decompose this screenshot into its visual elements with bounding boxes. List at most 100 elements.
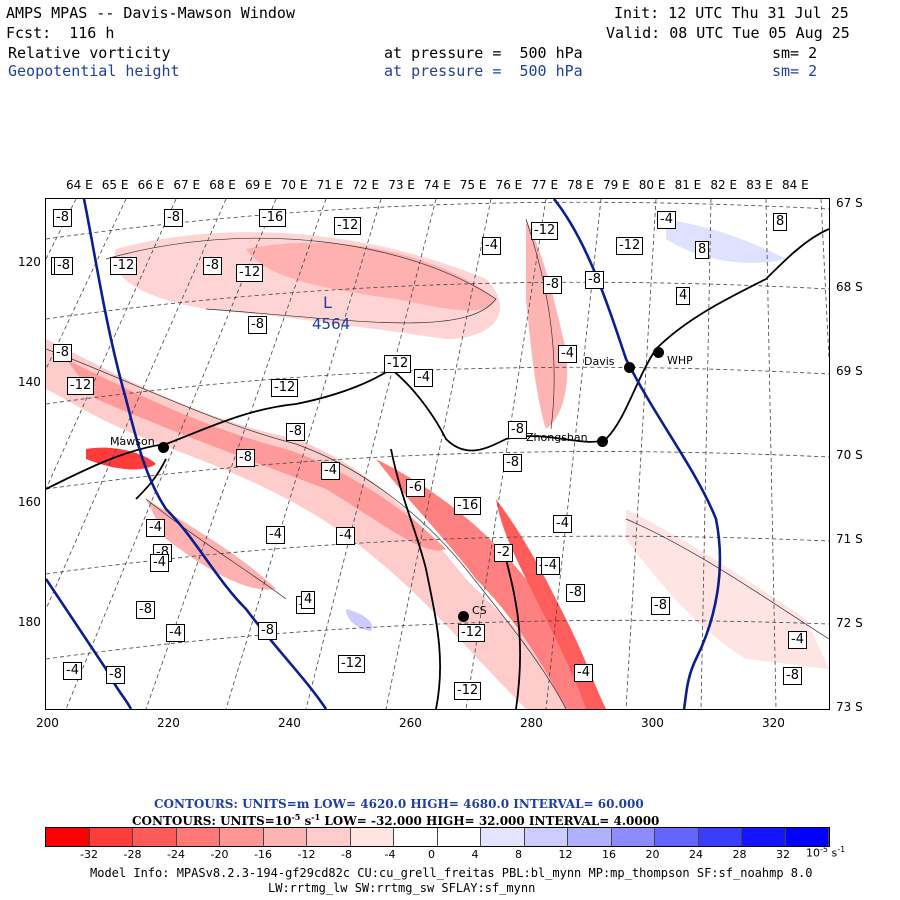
contour-label: -4 — [541, 557, 560, 575]
latitude-label: 72 S — [836, 616, 863, 630]
field1-smooth: sm= 2 — [772, 44, 818, 62]
model-info-line1: Model Info: MPASv8.2.3-194-gf29cd82c CU:… — [90, 866, 813, 880]
colorbar-swatch — [133, 828, 177, 846]
contour-label: -12 — [454, 682, 482, 700]
longitude-label: 71 E — [316, 178, 344, 192]
longitude-label: 81 E — [674, 178, 702, 192]
contour-label: -8 — [543, 276, 562, 294]
x-tick-label: 260 — [399, 716, 422, 730]
contour-label: -4 — [482, 237, 501, 255]
low-value: 4564 — [312, 315, 351, 333]
y-tick-label: 160 — [18, 495, 41, 509]
longitude-label: 69 E — [245, 178, 272, 192]
contour-label: -12 — [334, 217, 362, 235]
station-marker — [653, 347, 664, 358]
colorbar-swatch — [437, 828, 481, 846]
contour-label: -8 — [53, 209, 72, 227]
longitude-label: 68 E — [209, 178, 236, 192]
colorbar-label: -16 — [254, 848, 272, 861]
x-tick-label: 240 — [278, 716, 301, 730]
contour-label: -8 — [503, 454, 522, 472]
contour-label: -8 — [651, 597, 670, 615]
colorbar-label: -32 — [80, 848, 98, 861]
colorbar-swatch — [698, 828, 742, 846]
contour-label: -4 — [657, 211, 676, 229]
contour-label: -12 — [531, 222, 559, 240]
init-time: Init: 12 UTC Thu 31 Jul 25 — [614, 4, 849, 22]
field2-level: at pressure = 500 hPa — [384, 62, 583, 80]
longitude-label: 80 E — [638, 178, 666, 192]
contour-info-height: CONTOURS: UNITS=m LOW= 4620.0 HIGH= 4680… — [154, 797, 644, 811]
contour-label: -8 — [783, 667, 802, 685]
colorbar-swatch — [350, 828, 394, 846]
colorbar-label: 28 — [732, 848, 747, 861]
longitude-label: 77 E — [531, 178, 559, 192]
contour-label: -8 — [286, 423, 305, 441]
longitude-label: 67 E — [173, 178, 201, 192]
colorbar-label: 20 — [645, 848, 660, 861]
contour-label: -12 — [236, 264, 264, 282]
field2-smooth: sm= 2 — [772, 62, 818, 80]
x-tick-label: 280 — [520, 716, 543, 730]
contour-label: -8 — [585, 271, 604, 289]
low-symbol: L — [323, 293, 332, 312]
contour-label: -12 — [271, 379, 299, 397]
station-marker — [458, 611, 469, 622]
station-label: CS — [472, 604, 487, 617]
field1-level: at pressure = 500 hPa — [384, 44, 583, 62]
forecast-hour: Fcst: 116 h — [6, 24, 115, 42]
contour-label: -12 — [616, 237, 644, 255]
colorbar-label: 12 — [558, 848, 573, 861]
colorbar-swatch — [176, 828, 220, 846]
colorbar-label: 32 — [776, 848, 790, 861]
longitude-label: 70 E — [280, 178, 308, 192]
colorbar-label: 8 — [515, 848, 522, 861]
contour-label: -4 — [336, 527, 355, 545]
contour-label: -4 — [266, 526, 285, 544]
longitude-label: 72 E — [352, 178, 380, 192]
station-marker — [624, 362, 635, 373]
latitude-label: 68 S — [836, 280, 863, 294]
x-tick-label: 200 — [36, 716, 59, 730]
colorbar-swatch — [89, 828, 133, 846]
colorbar-label: 0 — [428, 848, 435, 861]
contour-info-vorticity: CONTOURS: UNITS=10-5 s-1 LOW= -32.000 HI… — [132, 812, 660, 828]
colorbar-swatch — [742, 828, 786, 846]
x-tick-label: 220 — [157, 716, 180, 730]
longitude-label: 64 E — [66, 178, 93, 192]
contour-label: -4 — [63, 662, 82, 680]
station-label: Zhongshan — [526, 431, 588, 444]
colorbar-swatch — [568, 828, 612, 846]
x-tick-label: 320 — [762, 716, 785, 730]
colorbar-swatch — [307, 828, 351, 846]
field1-name: Relative vorticity — [8, 44, 171, 62]
colorbar-label: 16 — [602, 848, 616, 861]
latitude-label: 70 S — [836, 448, 863, 462]
colorbar-swatch — [785, 828, 829, 846]
coastline — [46, 228, 829, 709]
longitude-label: 65 E — [101, 178, 129, 192]
map-panel: -8-8-16-12-4-12-4-12-8-12-8-8-12-4884-8-… — [45, 198, 830, 710]
contour-label: -4 — [553, 515, 572, 533]
longitude-label: 76 E — [495, 178, 523, 192]
contour-label: -12 — [458, 624, 486, 642]
contour-label: 8 — [773, 213, 788, 231]
x-tick-label: 300 — [641, 716, 664, 730]
station-label: WHP — [667, 354, 693, 367]
contour-label: -4 — [558, 345, 577, 363]
contour-label: -8 — [106, 666, 125, 684]
latitude-label: 73 S — [836, 700, 863, 714]
longitude-label: 78 E — [567, 178, 594, 192]
contour-label: -12 — [384, 355, 412, 373]
contour-label: 4 — [301, 591, 316, 609]
longitude-label: 79 E — [603, 178, 630, 192]
contour-label: -8 — [566, 584, 585, 602]
contour-label: -8 — [508, 421, 527, 439]
y-tick-label: 120 — [18, 255, 41, 269]
vorticity-contours — [46, 218, 829, 709]
contour-label: -8 — [53, 344, 72, 362]
contour-label: -4 — [166, 624, 185, 642]
contour-label: -8 — [236, 449, 255, 467]
contour-label: -4 — [414, 369, 433, 387]
colorbar-swatch — [481, 828, 525, 846]
